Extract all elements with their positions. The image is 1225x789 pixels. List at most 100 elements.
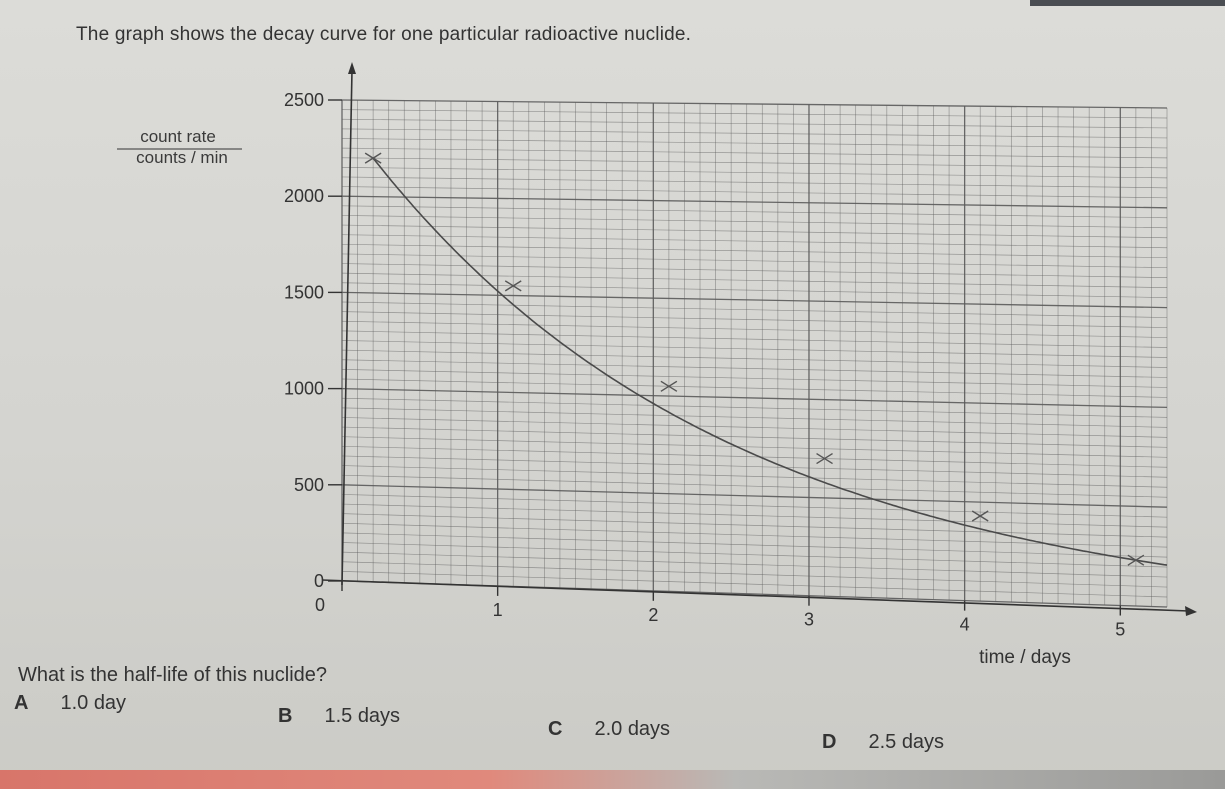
marker-stroke (504, 280, 522, 292)
grid-line-horizontal (341, 542, 1168, 568)
data-point-marker (816, 452, 833, 465)
grid-line-horizontal (341, 484, 1168, 508)
grid-line-horizontal (341, 166, 1168, 179)
question-prompt: What is the half-life of this nuclide? (18, 664, 328, 686)
grid-line-horizontal (341, 272, 1168, 288)
grid-line-horizontal (341, 397, 1168, 418)
grid-line-horizontal (341, 147, 1168, 159)
grid-line-horizontal (341, 349, 1168, 368)
grid-line-horizontal (341, 513, 1168, 538)
grid-line-horizontal (341, 320, 1168, 338)
y-tick-label: 2000 (284, 186, 324, 206)
grid-line-horizontal (341, 234, 1168, 249)
marker-stroke (971, 510, 989, 522)
chart-grid (341, 99, 1168, 608)
grid-line-horizontal (341, 532, 1168, 558)
option-a[interactable]: A 1.0 day (14, 692, 126, 715)
data-point-marker (660, 380, 678, 392)
grid-line-horizontal (341, 138, 1168, 149)
option-a-text: 1.0 day (60, 692, 127, 714)
x-tick-label: 4 (960, 615, 970, 635)
x-axis-label: time / days (979, 647, 1071, 668)
option-d-text: 2.5 days (868, 731, 945, 753)
question-text: The graph shows the decay curve for one … (76, 24, 692, 45)
data-point-marker (971, 510, 989, 522)
option-d-letter: D (822, 731, 837, 753)
option-b-text: 1.5 days (324, 705, 401, 727)
grid-line-horizontal (341, 224, 1168, 239)
grid-line-horizontal (341, 561, 1168, 588)
option-b-letter: B (278, 705, 293, 727)
grid-line-horizontal (341, 263, 1168, 279)
chart-axes (321, 62, 1197, 616)
grid-line-horizontal (341, 494, 1168, 518)
option-b[interactable]: B 1.5 days (278, 705, 400, 728)
decay-curve (372, 157, 1168, 566)
grid-line-horizontal (341, 407, 1168, 428)
x-tick-label: 1 (493, 600, 503, 620)
grid-line-horizontal (341, 551, 1168, 578)
x-tick-label: 2 (648, 605, 658, 625)
x-axis-line (321, 579, 1190, 612)
option-c-letter: C (548, 718, 563, 740)
y-tick-label: 1000 (284, 379, 324, 399)
x-tick-label: 5 (1115, 620, 1125, 640)
grid-line-horizontal (341, 474, 1168, 498)
data-point-marker (364, 152, 382, 164)
grid-line-horizontal (341, 243, 1168, 259)
marker-stroke (1127, 554, 1145, 566)
decay-chart: 0 500 1000 1500 2000 2500 0 1 2 3 4 5 count rate co… (117, 62, 1197, 668)
grid-line-horizontal (341, 455, 1168, 478)
grid-line-horizontal (341, 195, 1168, 209)
screen-edge (1030, 0, 1225, 6)
grid-line-horizontal (341, 417, 1168, 438)
chart-ticks: 0 500 1000 1500 2000 2500 0 1 2 3 4 5 (284, 90, 1125, 640)
grid-line-horizontal (341, 571, 1168, 598)
option-a-letter: A (14, 692, 29, 714)
option-c-text: 2.0 days (594, 718, 671, 740)
y-tick-label: 1500 (284, 282, 324, 302)
x-tick-label: 3 (804, 610, 814, 630)
grid-line-horizontal (341, 205, 1168, 219)
data-point-marker (504, 280, 522, 292)
y-axis-line (341, 69, 353, 586)
screen-edge-bottom (0, 770, 1225, 789)
decay-curve-layer (372, 157, 1168, 566)
grid-line-horizontal (341, 359, 1168, 378)
grid-line-horizontal (341, 109, 1168, 119)
grid-line-horizontal (341, 301, 1168, 318)
marker-stroke (660, 380, 678, 392)
grid-line-horizontal (341, 378, 1168, 398)
grid-line-horizontal (341, 157, 1168, 169)
grid-line-horizontal (341, 282, 1168, 298)
y-axis-label-line1: count rate (140, 127, 216, 146)
grid-line-horizontal (341, 445, 1168, 468)
grid-line-horizontal (341, 340, 1168, 358)
x-tick-label: 0 (315, 595, 325, 615)
grid-line-horizontal (341, 215, 1168, 229)
grid-line-horizontal (341, 436, 1168, 458)
option-c[interactable]: C 2.0 days (548, 718, 670, 741)
grid-line-horizontal (341, 118, 1168, 129)
y-axis-arrow-icon (348, 62, 356, 74)
grid-line-horizontal (341, 311, 1168, 328)
grid-line-horizontal (341, 253, 1168, 269)
grid-line-horizontal (341, 330, 1168, 348)
grid-line-horizontal (341, 128, 1168, 139)
data-point-marker (1127, 554, 1145, 566)
grid-line-horizontal (341, 99, 1168, 109)
marker-stroke (364, 152, 382, 164)
data-points (364, 152, 1145, 566)
x-axis-arrow-icon (1185, 606, 1197, 616)
y-tick-label: 0 (314, 571, 324, 591)
grid-line-horizontal (341, 426, 1168, 448)
grid-line-horizontal (341, 369, 1168, 388)
option-d[interactable]: D 2.5 days (822, 731, 944, 754)
grid-line-horizontal (341, 291, 1168, 309)
grid-line-horizontal (341, 387, 1168, 409)
grid-line-horizontal (341, 503, 1168, 528)
grid-line-horizontal (341, 176, 1168, 189)
marker-stroke (816, 452, 833, 465)
y-axis-label-line2: counts / min (136, 148, 228, 167)
y-tick-label: 500 (294, 475, 324, 495)
